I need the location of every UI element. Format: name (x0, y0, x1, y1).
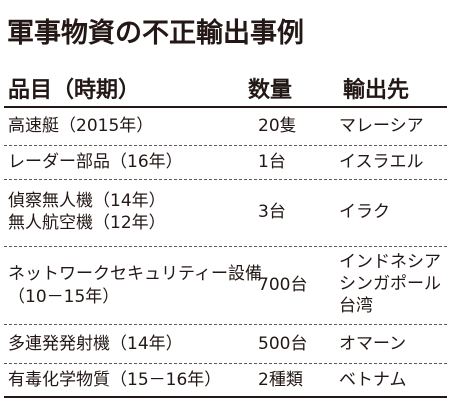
row-destination: イスラエル (339, 151, 424, 173)
table-row: 高速艇（2015年） 20隻 マレーシア (4, 108, 447, 146)
row-item: 多連発発射機（14年） (8, 333, 183, 355)
header-quantity: 数量 (248, 78, 293, 103)
row-destination-line: マレーシア (339, 116, 424, 136)
row-item: レーダー部品（16年） (8, 151, 183, 173)
row-destination: オマーン (339, 333, 406, 355)
table-row: ネットワークセキュリティー設備 （10－15年） 700台 インドネシア シンガ… (4, 247, 447, 325)
row-destination-line: イスラエル (339, 152, 424, 172)
row-item-line: 多連発発射機（14年） (8, 334, 183, 354)
row-destination-line: 台湾 (339, 296, 373, 316)
row-destination-line: ベトナム (339, 370, 407, 390)
row-item: ネットワークセキュリティー設備 （10－15年） (8, 263, 262, 308)
table-row: 有毒化学物質（15－16年） 2種類 ベトナム (4, 364, 447, 398)
row-destination-line: シンガポール (339, 274, 441, 294)
row-item-line: 有毒化学物質（15－16年） (8, 370, 222, 390)
table-row: 偵察無人機（14年） 無人航空機（12年） 3台 イラク (4, 180, 447, 247)
row-quantity: 3台 (258, 202, 286, 222)
row-quantity: 20隻 (258, 116, 297, 136)
page-title: 軍事物資の不正輸出事例 (7, 18, 304, 49)
row-destination: イラク (339, 201, 390, 223)
row-item: 高速艇（2015年） (8, 115, 153, 137)
row-destination: ベトナム (339, 369, 407, 391)
table-row: レーダー部品（16年） 1台 イスラエル (4, 146, 447, 180)
row-destination-line: イラク (339, 202, 390, 222)
header-item: 品目（時期） (8, 78, 141, 103)
row-quantity: 500台 (258, 334, 308, 354)
row-quantity: 2種類 (258, 370, 303, 390)
table-header: 品目（時期） 数量 輸出先 (4, 62, 447, 108)
table-body: 高速艇（2015年） 20隻 マレーシア レーダー部品（16年） 1台 イスラエ… (4, 108, 447, 398)
row-item-line: （10－15年） (8, 287, 120, 307)
header-destination: 輸出先 (343, 78, 410, 103)
row-destination: マレーシア (339, 115, 424, 137)
row-item-line: 無人航空機（12年） (8, 213, 166, 233)
row-destination-line: インドネシア (339, 252, 441, 272)
row-item: 偵察無人機（14年） 無人航空機（12年） (8, 190, 166, 234)
row-item-line: レーダー部品（16年） (8, 152, 183, 172)
table-row: 多連発発射機（14年） 500台 オマーン (4, 325, 447, 364)
row-item: 有毒化学物質（15－16年） (8, 369, 221, 391)
row-quantity: 700台 (258, 275, 308, 295)
row-item-line: 高速艇（2015年） (8, 116, 154, 136)
row-item-line: 偵察無人機（14年） (8, 191, 166, 211)
row-quantity: 1台 (258, 152, 286, 172)
row-destination: インドネシア シンガポール 台湾 (339, 251, 441, 317)
row-item-line: ネットワークセキュリティー設備 (8, 264, 262, 284)
row-destination-line: オマーン (339, 334, 407, 354)
